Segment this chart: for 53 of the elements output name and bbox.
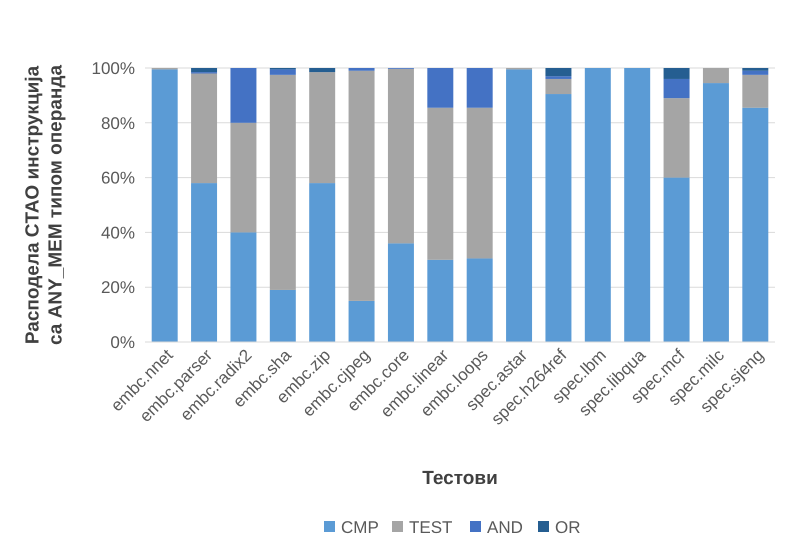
bar xyxy=(466,68,493,108)
bar xyxy=(742,74,768,108)
bar xyxy=(388,243,414,342)
bar xyxy=(545,68,572,76)
y-axis-title: Расподела CTAO инструкција са ANY_MEM типом операнда xyxy=(22,64,66,346)
bar xyxy=(152,69,178,342)
bar xyxy=(545,76,572,79)
bar xyxy=(545,94,572,342)
bar xyxy=(742,68,768,71)
bar xyxy=(191,68,218,72)
bar xyxy=(348,300,375,342)
bar xyxy=(664,68,690,79)
x-axis-title: Тестови xyxy=(422,468,498,489)
y-tick-label: 100% xyxy=(92,58,135,78)
bar xyxy=(191,73,218,184)
y-tick-label: 0% xyxy=(110,332,135,352)
bar xyxy=(664,178,690,342)
bar xyxy=(545,78,572,94)
bar xyxy=(664,78,690,98)
bar xyxy=(624,68,650,342)
bar xyxy=(466,258,493,342)
bar xyxy=(427,260,454,342)
bar xyxy=(742,70,768,75)
bar xyxy=(309,68,336,72)
bar xyxy=(584,68,611,342)
bar xyxy=(191,183,218,342)
bar xyxy=(702,83,729,342)
legend-label: AND xyxy=(487,518,523,537)
bar xyxy=(427,108,454,260)
bar xyxy=(466,108,493,258)
bar xyxy=(388,68,414,244)
bar xyxy=(270,69,296,75)
bar xyxy=(270,74,296,290)
bar xyxy=(664,98,690,178)
bar xyxy=(702,68,729,84)
bar xyxy=(506,69,532,342)
bar xyxy=(270,290,296,342)
y-tick-label: 60% xyxy=(100,168,135,188)
bar xyxy=(230,68,256,123)
bar xyxy=(230,122,256,232)
legend-label: TEST xyxy=(409,518,452,537)
y-tick-label: 40% xyxy=(100,223,135,242)
bar xyxy=(348,70,375,301)
bar xyxy=(348,68,375,71)
bar xyxy=(309,72,336,184)
bar xyxy=(427,68,454,108)
bar xyxy=(309,183,336,342)
y-tick-label: 80% xyxy=(100,114,135,133)
bar xyxy=(230,232,256,342)
legend-label: CMP xyxy=(341,518,379,537)
bar xyxy=(742,108,768,342)
legend-label: OR xyxy=(555,518,580,537)
y-tick-label: 20% xyxy=(100,278,135,298)
